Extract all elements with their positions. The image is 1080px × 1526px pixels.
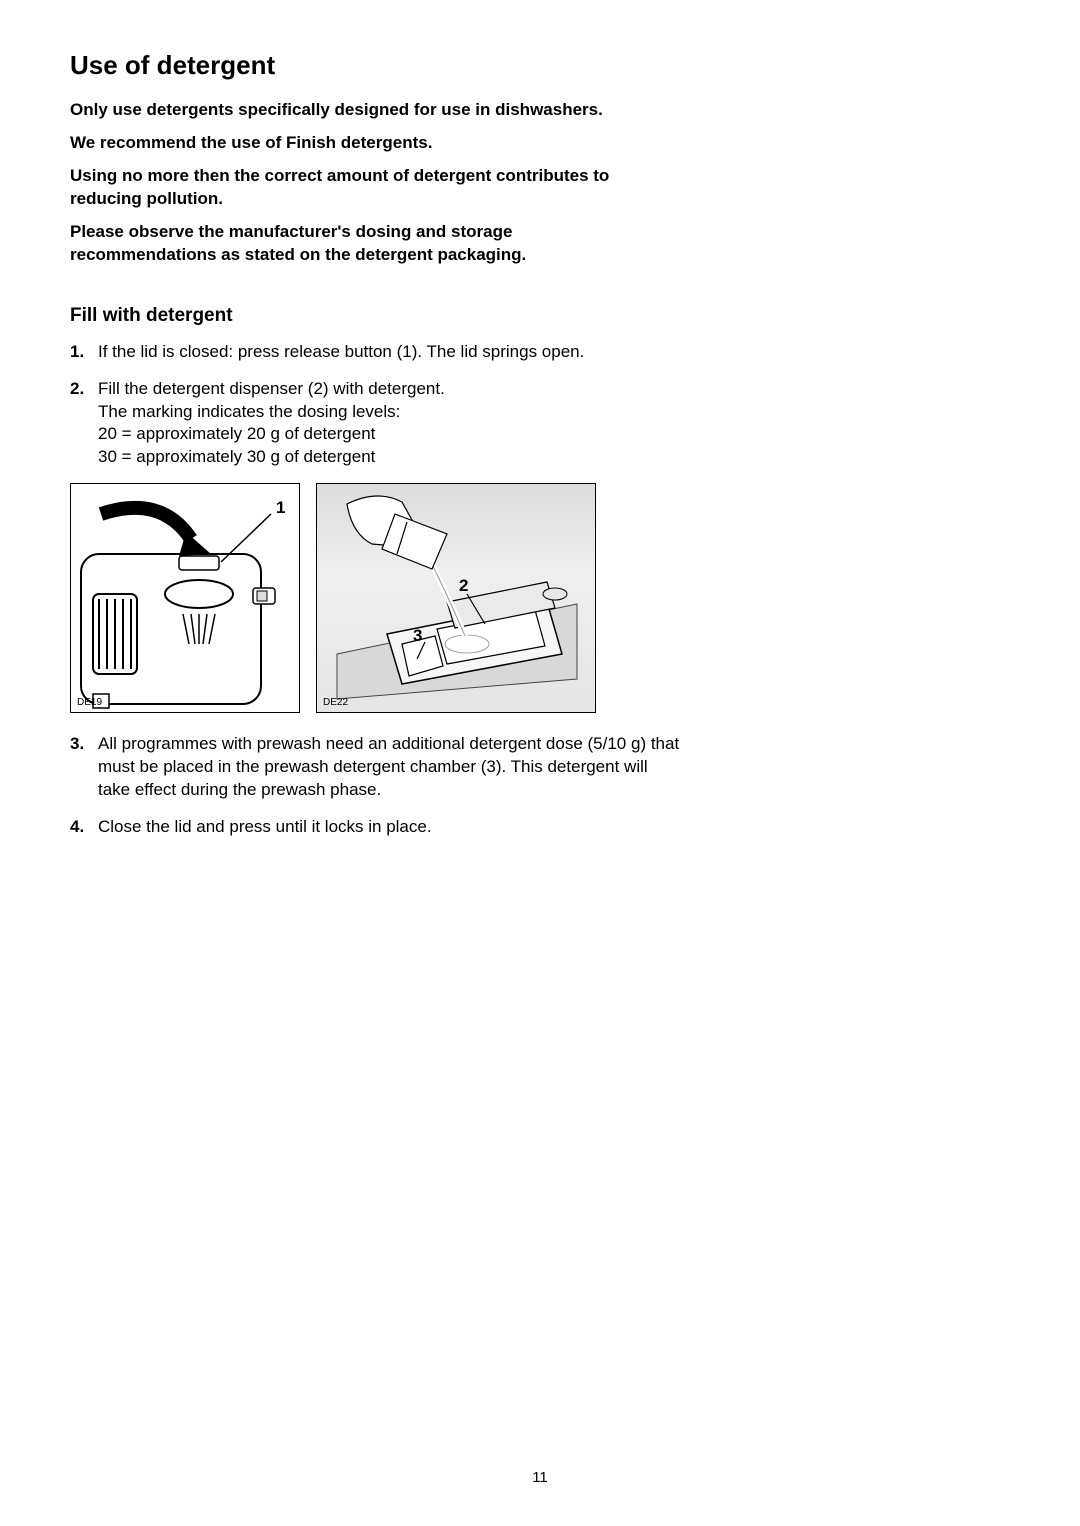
- step-text: If the lid is closed: press release butt…: [98, 341, 680, 364]
- callout-2: 2: [459, 576, 468, 596]
- dispenser-fill-icon: [317, 484, 597, 714]
- callout-3: 3: [413, 626, 422, 646]
- figure-label: DE19: [77, 697, 102, 708]
- step-text: The marking indicates the dosing levels:: [98, 401, 680, 424]
- steps-list: 1. If the lid is closed: press release b…: [70, 341, 680, 470]
- step-number: 3.: [70, 733, 84, 756]
- page-number: 11: [0, 1469, 1080, 1486]
- step-4: 4. Close the lid and press until it lock…: [70, 816, 680, 839]
- callout-1: 1: [276, 498, 285, 518]
- manual-page: Use of detergent Only use detergents spe…: [0, 0, 1080, 1526]
- sub-title: Fill with detergent: [70, 305, 1010, 327]
- steps-list-cont: 3. All programmes with prewash need an a…: [70, 733, 680, 839]
- step-text: All programmes with prewash need an addi…: [98, 733, 680, 802]
- figure-row: 1 DE19: [70, 483, 1010, 713]
- figure-de22: 2 3 DE22: [316, 483, 596, 713]
- figure-label: DE22: [323, 697, 348, 708]
- intro-para-2: We recommend the use of Finish detergent…: [70, 132, 630, 155]
- step-number: 2.: [70, 378, 84, 401]
- step-number: 1.: [70, 341, 84, 364]
- step-text: Close the lid and press until it locks i…: [98, 816, 680, 839]
- intro-para-3: Using no more then the correct amount of…: [70, 165, 630, 211]
- figure-de19: 1 DE19: [70, 483, 300, 713]
- intro-block: Only use detergents specifically designe…: [70, 99, 1010, 267]
- step-text: Fill the detergent dispenser (2) with de…: [98, 378, 680, 401]
- dispenser-top-icon: [71, 484, 301, 714]
- step-3: 3. All programmes with prewash need an a…: [70, 733, 680, 802]
- step-text: 20 = approximately 20 g of detergent: [98, 423, 680, 446]
- intro-para-4: Please observe the manufacturer's dosing…: [70, 221, 630, 267]
- step-text: 30 = approximately 30 g of detergent: [98, 446, 680, 469]
- step-number: 4.: [70, 816, 84, 839]
- intro-para-1: Only use detergents specifically designe…: [70, 99, 630, 122]
- section-title: Use of detergent: [70, 50, 1010, 81]
- step-1: 1. If the lid is closed: press release b…: [70, 341, 680, 364]
- step-2: 2. Fill the detergent dispenser (2) with…: [70, 378, 680, 470]
